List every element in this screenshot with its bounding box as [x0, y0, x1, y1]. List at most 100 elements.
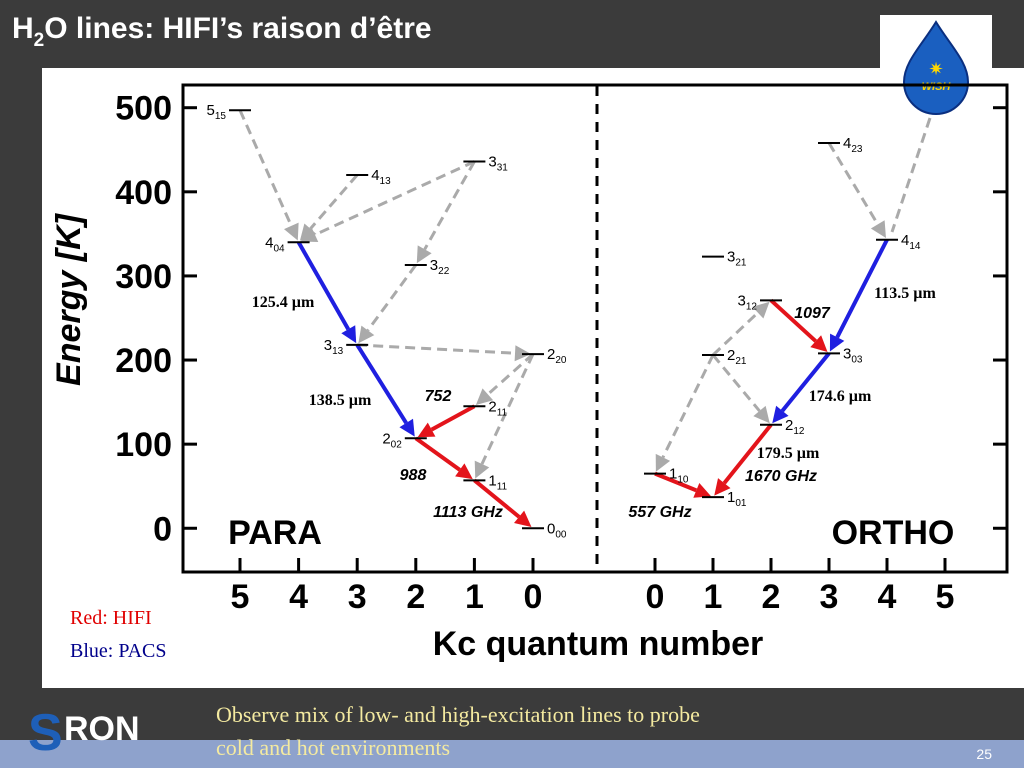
level-label-main: 2	[727, 347, 735, 364]
y-tick-label: 400	[115, 174, 172, 212]
panel-label: ORTHO	[832, 514, 955, 552]
transition-arrow	[654, 471, 698, 493]
transition-label: 988	[400, 467, 427, 484]
figure-panel	[42, 68, 1024, 688]
level-label-sub: 02	[391, 439, 403, 450]
title-part: O lines: HIFI’s raison d’être	[44, 12, 431, 45]
level-label: 515	[207, 102, 227, 122]
transition-label: 125.4 µm	[252, 294, 315, 311]
arrow-head	[753, 405, 770, 424]
transition-label: 1097	[794, 305, 831, 322]
transition-label: 752	[425, 388, 452, 405]
transition-arrow	[711, 354, 761, 412]
arrow-head	[283, 222, 299, 241]
arrow-head	[474, 460, 490, 479]
panel-label: PARA	[228, 514, 322, 552]
level-label: 221	[727, 347, 747, 367]
level-label: 202	[382, 430, 402, 450]
level-label: 321	[727, 249, 747, 269]
level-label-main: 3	[843, 345, 851, 362]
level-label-sub: 11	[497, 481, 508, 492]
level-label: 101	[727, 489, 747, 509]
level-label-sub: 14	[909, 241, 921, 252]
level-label-main: 2	[488, 398, 496, 415]
x-tick-label: 2	[762, 578, 781, 616]
y-tick-label: 300	[115, 258, 172, 296]
level-label: 423	[843, 135, 863, 155]
level-label: 110	[669, 466, 689, 486]
level-label-main: 2	[785, 417, 793, 434]
transition-arrow	[711, 311, 759, 357]
transition-label: 174.6 µm	[809, 388, 872, 405]
transition-arrow	[486, 353, 534, 396]
level-label-main: 4	[901, 232, 909, 249]
arrow-head	[416, 245, 432, 264]
level-label-main: 3	[738, 292, 746, 309]
caption-line: cold and hot environments	[216, 735, 450, 760]
arrow-head	[341, 325, 357, 344]
transition-arrow	[835, 238, 889, 339]
legend-pacs: Blue: PACS	[70, 640, 167, 662]
level-label: 322	[430, 257, 450, 277]
y-tick-label: 100	[115, 426, 172, 464]
arrow-head	[514, 510, 532, 527]
arrow-head	[870, 220, 886, 239]
level-label: 413	[371, 167, 391, 187]
transition-label: 138.5 µm	[309, 392, 372, 409]
arrow-head	[693, 482, 712, 498]
transition-label: 1670 GHz	[745, 468, 817, 485]
level-label-sub: 15	[215, 111, 227, 122]
level-label-sub: 31	[497, 163, 509, 174]
x-tick-label: 0	[646, 578, 665, 616]
level-label: 303	[843, 345, 863, 365]
level-label-sub: 01	[735, 498, 747, 509]
level-label-sub: 21	[735, 258, 747, 269]
level-label-sub: 13	[332, 346, 344, 357]
arrow-head	[752, 301, 770, 319]
transition-label: 557 GHz	[628, 504, 691, 521]
logo-star: ✷	[928, 59, 943, 79]
level-label-main: 3	[727, 249, 735, 266]
title-part: H	[12, 12, 34, 45]
level-label-main: 2	[547, 346, 555, 363]
y-tick-label: 200	[115, 342, 172, 380]
level-label: 000	[547, 520, 567, 540]
transition-arrow	[722, 423, 773, 485]
x-tick-label: 2	[406, 578, 425, 616]
level-label: 331	[488, 154, 508, 174]
y-tick-label: 0	[153, 510, 172, 548]
x-tick-label: 5	[231, 578, 250, 616]
transition-arrow	[366, 264, 418, 332]
level-label-sub: 23	[851, 144, 863, 155]
transition-arrow	[661, 354, 715, 459]
y-axis-label: Energy [K]	[50, 212, 88, 386]
level-label-sub: 12	[793, 426, 805, 437]
transition-arrow	[296, 241, 351, 331]
level-label-main: 1	[488, 472, 496, 489]
x-tick-label: 0	[524, 578, 543, 616]
level-label-sub: 21	[735, 356, 747, 367]
transition-arrow	[430, 404, 476, 432]
title-sub: 2	[34, 30, 45, 51]
level-label-main: 3	[324, 337, 332, 354]
x-tick-label: 1	[704, 578, 723, 616]
x-tick-label: 3	[348, 578, 367, 616]
level-label: 220	[547, 346, 567, 366]
level-label-sub: 11	[497, 407, 508, 418]
footer-band	[0, 740, 1024, 768]
level-label: 404	[265, 234, 285, 254]
level-label: 312	[738, 292, 758, 312]
transition-label: 179.5 µm	[757, 445, 820, 462]
level-label-sub: 04	[273, 243, 285, 254]
level-label-main: 3	[430, 257, 438, 274]
transition-arrow	[238, 109, 293, 227]
level-label-main: 5	[207, 102, 215, 119]
transition-arrow	[423, 160, 476, 251]
transition-label: 113.5 µm	[874, 285, 936, 302]
level-label: 414	[901, 232, 921, 252]
arrow-head	[655, 453, 671, 472]
sron-rest: RON	[64, 710, 140, 748]
x-tick-label: 4	[289, 578, 308, 616]
